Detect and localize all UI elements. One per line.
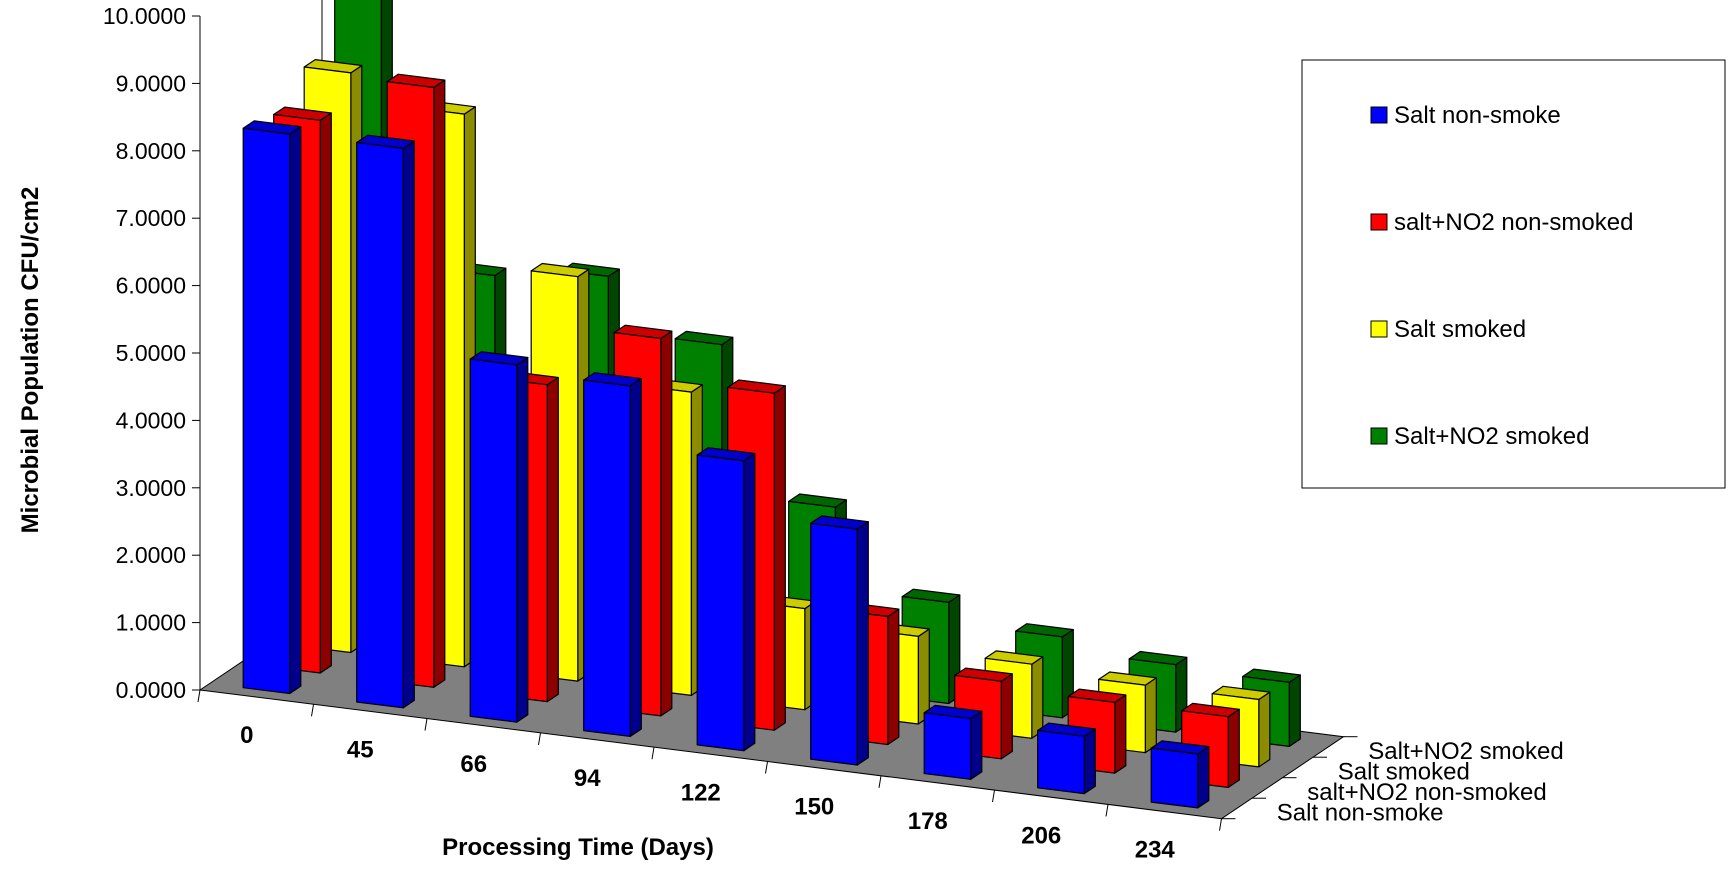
x-tick-label: 122 bbox=[681, 779, 721, 806]
y-tick-label: 10.0000 bbox=[103, 3, 186, 29]
legend-swatch bbox=[1370, 427, 1388, 445]
bars bbox=[242, 0, 1301, 809]
x-tick-mark bbox=[651, 747, 655, 760]
y-tick-label: 1.0000 bbox=[116, 610, 186, 636]
x-tick-label: 150 bbox=[794, 794, 834, 821]
x-tick-mark bbox=[878, 775, 882, 788]
x-axis-title: Processing Time (Days) bbox=[442, 834, 714, 861]
y-tick-label: 7.0000 bbox=[116, 205, 186, 231]
x-tick-mark bbox=[1105, 804, 1109, 817]
legend-swatch bbox=[1370, 106, 1388, 124]
y-tick-label: 2.0000 bbox=[116, 542, 186, 568]
x-tick-label: 66 bbox=[460, 751, 487, 778]
y-axis: 0.0000 1.0000 2.0000 3.0000 4.0000 5.0000 6.00… bbox=[103, 3, 1358, 831]
legend-box bbox=[1301, 59, 1726, 489]
bar-salt-non-smoke-178 bbox=[923, 704, 983, 780]
y-tick-label: 3.0000 bbox=[116, 475, 186, 501]
bar-salt-non-smoke-66 bbox=[469, 351, 529, 723]
y-tick-label: 6.0000 bbox=[116, 273, 186, 299]
x-tick-label: 234 bbox=[1135, 837, 1176, 864]
bar-salt-non-smoke-0 bbox=[242, 120, 302, 695]
depth-label: Salt smoked bbox=[1338, 758, 1470, 785]
x-tick-label: 94 bbox=[574, 765, 601, 792]
bar-salt-non-smoke-234 bbox=[1150, 740, 1210, 809]
y-tick-label: 4.0000 bbox=[116, 407, 186, 433]
bar-salt-non-smoke-122 bbox=[696, 447, 756, 752]
bar-salt-non-smoke-150 bbox=[810, 515, 869, 766]
legend-label: Salt non-smoke bbox=[1394, 102, 1561, 129]
x-tick-mark bbox=[311, 704, 314, 717]
y-tick-label: 9.0000 bbox=[116, 70, 186, 96]
x-tick-mark bbox=[992, 790, 995, 803]
depth-label: salt+NO2 non-smoked bbox=[1307, 779, 1546, 806]
legend: Salt non-smoke salt+NO2 non-smoked Salt sm… bbox=[1301, 59, 1726, 489]
x-tick-label: 0 bbox=[240, 722, 253, 749]
legend-label: Salt+NO2 smoked bbox=[1394, 423, 1589, 450]
y-tick-label: 8.0000 bbox=[116, 138, 186, 164]
y-tick-label: 0.0000 bbox=[116, 677, 186, 703]
category-labels: 0 45 66 94 122 150 178 206 234 bbox=[240, 722, 1175, 863]
bar-salt-non-smoke-45 bbox=[356, 134, 415, 709]
x-tick-mark bbox=[765, 761, 768, 774]
depth-label: Salt non-smoke bbox=[1277, 799, 1444, 826]
y-axis-title: Microbial Population CFU/cm2 bbox=[17, 187, 44, 534]
depth-label: Salt+NO2 smoked bbox=[1368, 738, 1563, 765]
bar-salt-non-smoke-94 bbox=[583, 372, 642, 738]
x-tick-label: 178 bbox=[908, 808, 948, 835]
x-tick-label: 45 bbox=[347, 736, 374, 763]
x-tick-mark bbox=[197, 689, 201, 703]
x-tick-mark bbox=[1219, 818, 1222, 831]
legend-swatch bbox=[1370, 320, 1388, 338]
y-tick-label: 5.0000 bbox=[116, 340, 186, 366]
legend-swatch bbox=[1370, 213, 1388, 231]
x-tick-mark bbox=[538, 732, 541, 745]
x-tick-label: 206 bbox=[1021, 822, 1061, 849]
legend-label: salt+NO2 non-smoked bbox=[1394, 209, 1633, 236]
legend-label: Salt smoked bbox=[1394, 316, 1526, 343]
x-tick-mark bbox=[424, 718, 428, 731]
bar-salt-non-smoke-206 bbox=[1037, 722, 1096, 795]
